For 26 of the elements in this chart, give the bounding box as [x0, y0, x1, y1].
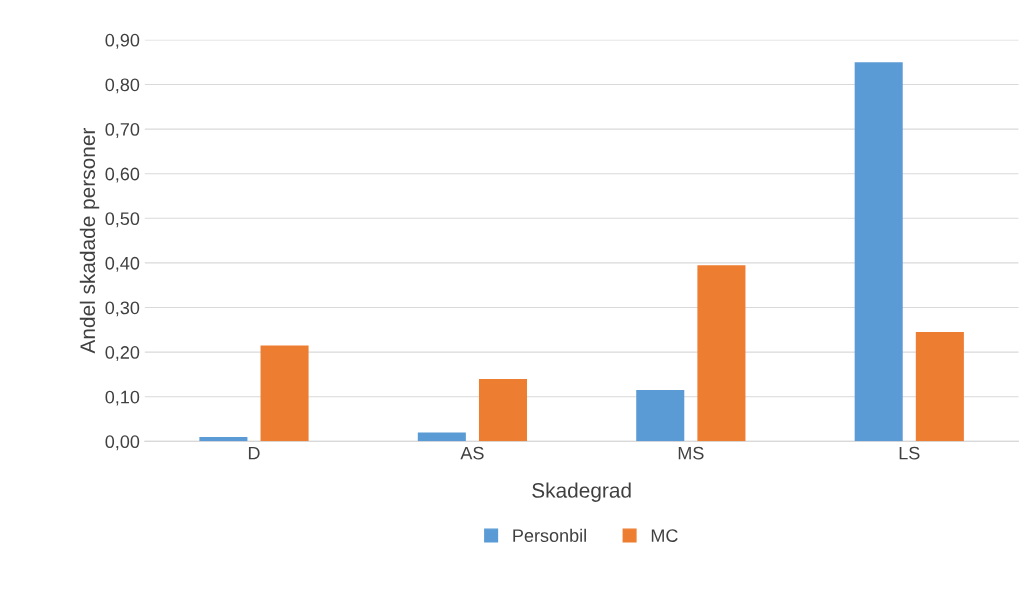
y-axis-title: Andel skadade personer: [79, 128, 100, 354]
bar: [199, 436, 248, 442]
y-tick-label: 0,90: [105, 33, 140, 49]
bar: [478, 378, 528, 442]
y-tick-label: 0,80: [105, 78, 140, 94]
bar: [697, 265, 746, 442]
bar: [260, 345, 309, 442]
y-tick-label: 0,70: [105, 123, 140, 138]
y-tick-label: 0,50: [105, 212, 140, 228]
y-tick-label: 0,00: [105, 435, 140, 451]
bar: [915, 332, 964, 442]
x-tick-label: LS: [899, 446, 920, 460]
bar: [417, 432, 466, 442]
bar: [854, 62, 903, 442]
y-tick-label: 0,40: [105, 256, 140, 272]
x-tick-label: AS: [460, 446, 484, 460]
legend-label: MC: [651, 529, 678, 542]
y-tick-label: 0,60: [105, 167, 140, 183]
y-tick-label: 0,30: [105, 301, 140, 317]
x-axis-title: Skadegrad: [532, 482, 631, 502]
y-tick-label: 0,20: [105, 346, 140, 361]
y-tick-label: 0,10: [105, 390, 140, 406]
bar: [636, 390, 685, 442]
legend-label: Personbil: [513, 528, 586, 542]
x-tick-label: MS: [678, 446, 704, 460]
x-tick-label: D: [248, 446, 260, 460]
